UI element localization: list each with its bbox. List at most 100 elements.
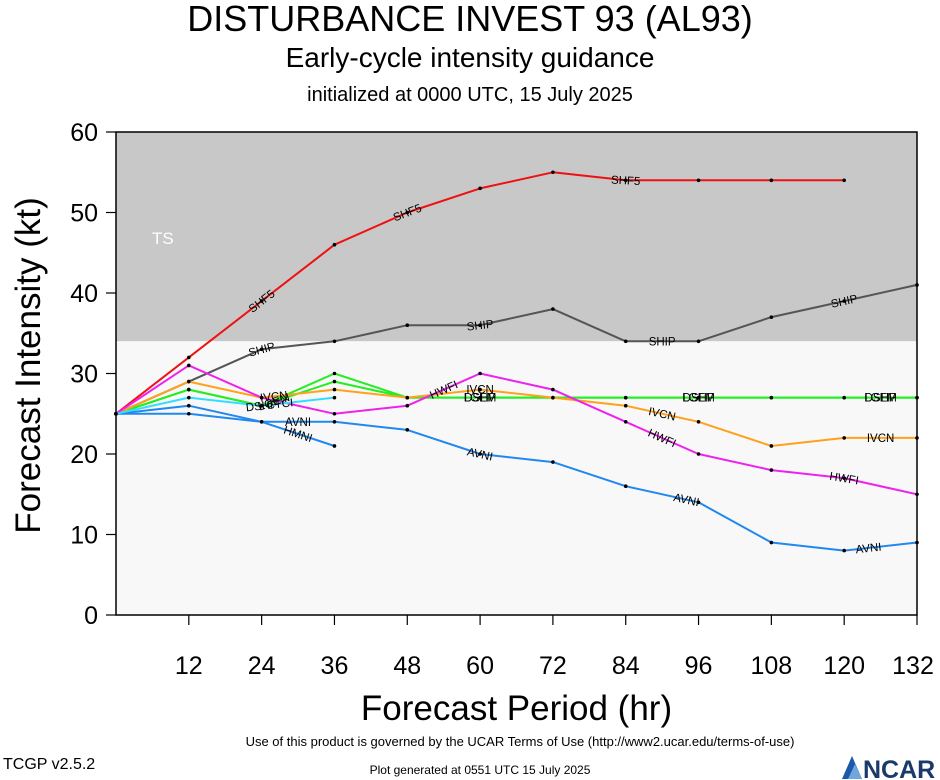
series-label: DSHP: [464, 393, 496, 405]
data-point: [842, 299, 846, 303]
series-label: AVNI: [466, 446, 494, 463]
data-point: [842, 548, 846, 553]
data-point: [696, 339, 701, 344]
ncar-logo-text: NCAR: [863, 756, 935, 780]
x-tick-label: 132: [892, 652, 934, 680]
data-point: [696, 500, 701, 505]
series-label: SHIP: [830, 293, 859, 311]
data-point: [478, 395, 482, 400]
x-tick-label: 60: [466, 652, 494, 680]
data-point: [696, 452, 701, 456]
data-point: [551, 307, 555, 311]
data-point: [623, 395, 628, 400]
version-label: TCGP v2.5.2: [3, 756, 96, 773]
data-point: [187, 395, 191, 400]
data-point: [259, 347, 264, 352]
series-line: [115, 380, 917, 447]
data-point: [551, 170, 555, 175]
data-point: [478, 186, 482, 191]
ncar-logo-icon: NCAR: [842, 756, 935, 780]
data-point: [769, 315, 774, 319]
y-tick-label: 0: [84, 602, 98, 630]
data-point: [915, 283, 919, 287]
y-axis-label: Forecast Intensity (kt): [9, 197, 48, 533]
series-label: AVNI: [855, 542, 882, 557]
x-tick-label: 24: [248, 652, 276, 680]
data-point: [187, 387, 191, 392]
data-point: [915, 492, 919, 497]
data-point: [332, 420, 337, 424]
data-point: [623, 339, 628, 344]
data-point: [332, 379, 337, 384]
band: [116, 341, 917, 615]
series-lines: [114, 170, 919, 553]
data-point: [259, 299, 264, 303]
series-line: [116, 412, 335, 447]
data-point: [915, 395, 919, 400]
x-axis-label: Forecast Period (hr): [361, 689, 672, 728]
data-point: [187, 411, 191, 416]
series-line: [115, 380, 917, 415]
x-tick-label: 108: [751, 652, 793, 680]
data-point: [405, 395, 410, 400]
data-point: [332, 242, 337, 247]
data-point: [259, 403, 264, 408]
x-tick-label: 36: [321, 652, 349, 680]
data-point: [332, 387, 337, 392]
data-point: [332, 444, 337, 448]
data-point: [478, 387, 482, 392]
data-point: [332, 411, 337, 416]
data-point: [551, 460, 555, 464]
y-tick-label: 20: [70, 441, 98, 469]
data-point: [769, 395, 774, 400]
data-point: [842, 476, 846, 480]
data-point: [478, 323, 482, 328]
data-point: [187, 379, 191, 384]
x-tick-label: 120: [823, 652, 865, 680]
series-line: [115, 396, 335, 415]
series-label: DSHP: [245, 399, 278, 414]
data-point: [623, 420, 628, 424]
series-label: IVCN: [466, 385, 493, 397]
data-point: [187, 355, 191, 360]
data-point: [769, 540, 774, 545]
data-point: [259, 420, 264, 424]
axes: 0 10 20 30 40 50 60 12 24 36 48 60 72 84 96 108 120 132 Fo…: [9, 119, 934, 728]
series-line: [115, 364, 918, 496]
series-label: SHIP: [466, 319, 494, 334]
intensity-bands: TS: [116, 132, 917, 615]
series-label: HWFI: [829, 471, 860, 488]
data-point: [842, 436, 846, 440]
data-point: [915, 540, 919, 545]
data-point: [187, 403, 191, 408]
data-point: [623, 403, 628, 408]
data-point: [405, 403, 410, 408]
chart-subtitle: Early-cycle intensity guidance: [285, 42, 655, 73]
series-label: DSHP: [865, 393, 897, 405]
data-point: [623, 484, 628, 489]
y-tick-label: 50: [70, 200, 98, 228]
x-tick-label: 96: [685, 652, 713, 680]
data-point: [551, 395, 555, 400]
band: [116, 132, 917, 342]
data-point: [696, 420, 701, 424]
data-point: [769, 444, 774, 448]
series-label: CTCI: [266, 397, 294, 412]
series-line: [115, 283, 918, 415]
data-point: [769, 178, 774, 183]
y-tick-label: 60: [70, 119, 98, 147]
data-point: [696, 395, 701, 400]
data-point: [405, 428, 410, 432]
series-label: AVNI: [672, 492, 700, 509]
data-point: [332, 395, 337, 400]
data-point: [551, 387, 555, 392]
series-line: [115, 404, 918, 552]
series-label: DSHP: [683, 393, 715, 405]
data-point: [405, 210, 410, 215]
data-point: [478, 371, 482, 376]
y-tick-label: 30: [70, 361, 98, 389]
data-point: [696, 178, 701, 183]
series-label: SHIP: [649, 336, 676, 348]
